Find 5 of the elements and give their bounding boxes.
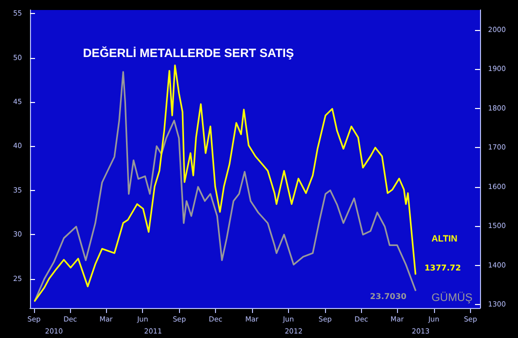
data-label: 1377.72 bbox=[424, 263, 461, 272]
text: DEĞERLİ METALLERDE SERT SATIŞ bbox=[83, 46, 294, 60]
text: ALTIN bbox=[431, 233, 458, 244]
series-label: GÜMÜŞ bbox=[431, 290, 472, 304]
data-label: 23.7030 bbox=[370, 292, 407, 301]
